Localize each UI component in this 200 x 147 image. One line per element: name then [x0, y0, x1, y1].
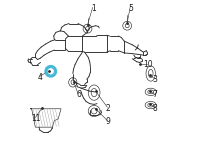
Circle shape: [48, 69, 53, 74]
Text: 7: 7: [153, 90, 158, 99]
Text: 9: 9: [106, 117, 111, 126]
Text: 5: 5: [128, 4, 133, 13]
Circle shape: [125, 24, 129, 28]
Ellipse shape: [88, 105, 100, 117]
Ellipse shape: [69, 78, 77, 87]
Ellipse shape: [148, 69, 153, 78]
Ellipse shape: [91, 108, 97, 114]
Ellipse shape: [145, 88, 156, 96]
Circle shape: [45, 66, 56, 77]
Text: 11: 11: [31, 114, 41, 123]
Ellipse shape: [145, 101, 156, 109]
Circle shape: [123, 21, 132, 30]
Ellipse shape: [88, 85, 100, 100]
Text: 6: 6: [76, 90, 81, 99]
Text: 1: 1: [91, 4, 96, 13]
Circle shape: [83, 24, 92, 33]
Text: 8: 8: [153, 103, 158, 113]
Text: 4: 4: [38, 73, 43, 82]
Polygon shape: [30, 109, 61, 127]
Text: 3: 3: [153, 75, 158, 84]
Text: 2: 2: [106, 103, 110, 113]
Circle shape: [86, 27, 89, 31]
Ellipse shape: [146, 66, 155, 81]
Text: 10: 10: [143, 60, 153, 69]
Ellipse shape: [148, 90, 154, 94]
Ellipse shape: [71, 80, 75, 85]
Ellipse shape: [91, 88, 97, 97]
Ellipse shape: [148, 103, 154, 107]
